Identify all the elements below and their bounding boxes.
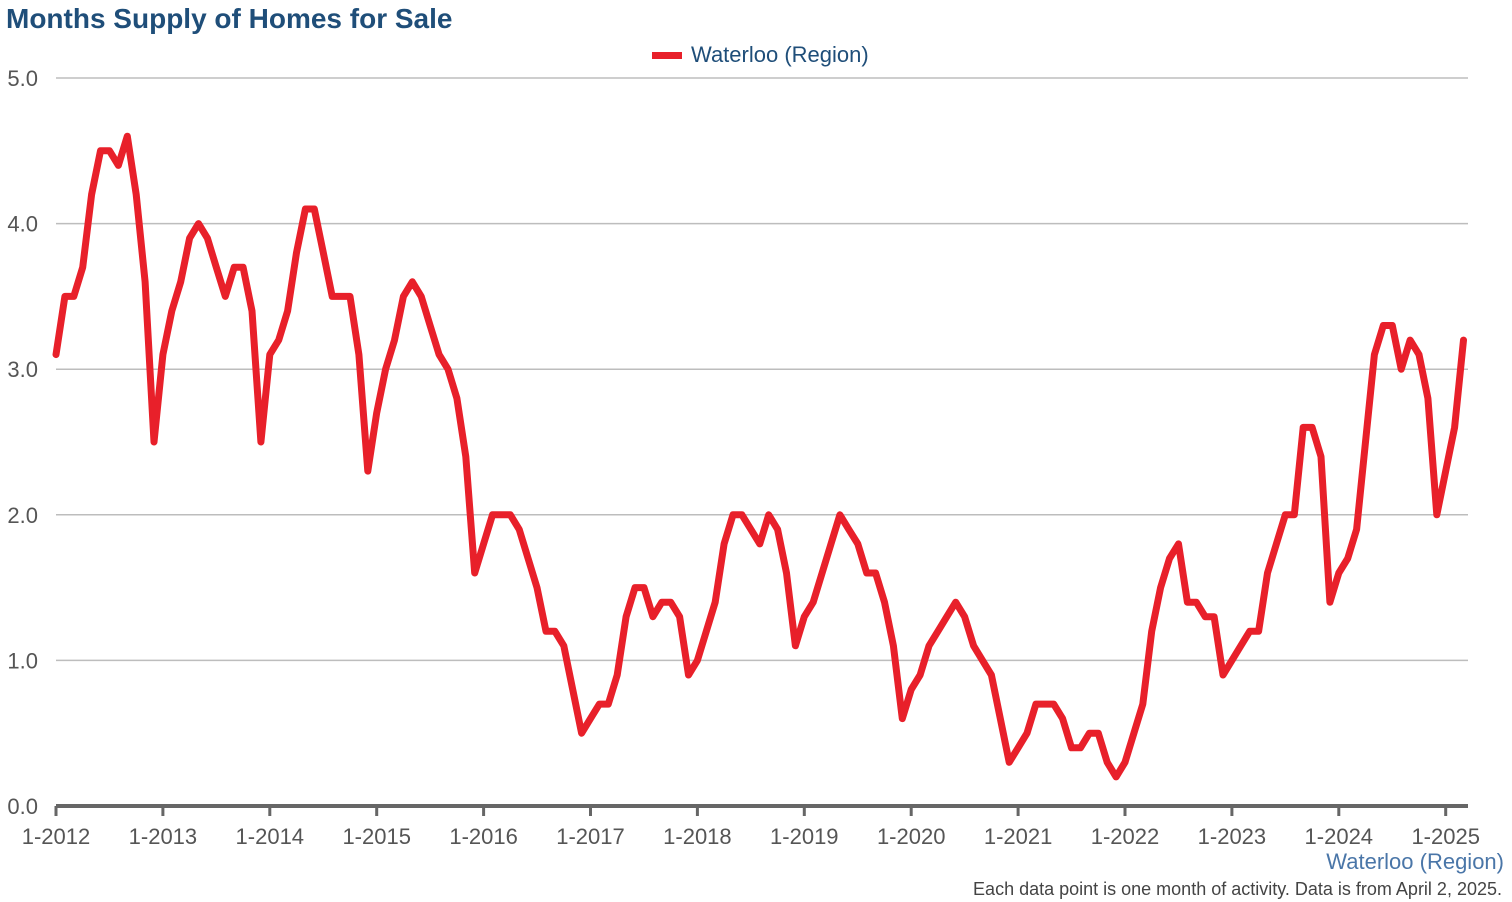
x-tick-label: 1-2023	[1198, 824, 1267, 849]
x-tick-label: 1-2025	[1411, 824, 1480, 849]
y-tick-label: 5.0	[7, 66, 38, 91]
legend-swatch	[652, 51, 682, 59]
x-tick-label: 1-2017	[556, 824, 625, 849]
axis-layer: 0.0 1.0 2.0 3.0 4.0 5.0 1-2012 1-2013 1-2014 1-20…	[7, 66, 1480, 849]
x-axis-region-label: Waterloo (Region)	[1326, 849, 1504, 874]
x-tick-label: 1-2021	[984, 824, 1053, 849]
series-layer	[52, 132, 1467, 781]
y-tick-label: 4.0	[7, 212, 38, 237]
x-tick-label: 1-2014	[236, 824, 305, 849]
y-tick-label: 1.0	[7, 648, 38, 673]
chart-legend: Waterloo (Region)	[652, 42, 869, 68]
series-line-0	[52, 132, 1467, 781]
y-tick-label: 0.0	[7, 794, 38, 819]
footnote: Each data point is one month of activity…	[973, 879, 1502, 899]
x-tick-label: 1-2020	[877, 824, 946, 849]
y-tick-label: 2.0	[7, 503, 38, 528]
grid-layer	[56, 77, 1468, 662]
x-tick-label: 1-2019	[770, 824, 839, 849]
x-tick-label: 1-2012	[22, 824, 91, 849]
x-tick-label: 1-2016	[449, 824, 518, 849]
x-tick-label: 1-2015	[342, 824, 411, 849]
chart-title: Months Supply of Homes for Sale	[6, 3, 453, 34]
x-tick-label: 1-2022	[1091, 824, 1160, 849]
x-tick-label: 1-2013	[129, 824, 198, 849]
legend-label: Waterloo (Region)	[691, 42, 869, 67]
x-tick-label: 1-2018	[663, 824, 732, 849]
x-tick-label: 1-2024	[1305, 824, 1374, 849]
y-tick-label: 3.0	[7, 357, 38, 382]
